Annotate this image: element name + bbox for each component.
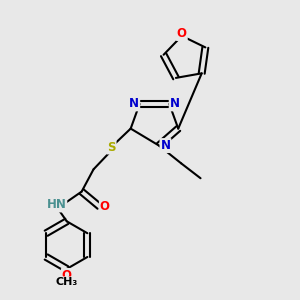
Text: N: N xyxy=(170,98,180,110)
Text: HN: HN xyxy=(46,199,66,212)
Text: O: O xyxy=(100,200,110,213)
Text: N: N xyxy=(160,139,170,152)
Text: S: S xyxy=(107,140,116,154)
Text: N: N xyxy=(129,98,139,110)
Text: O: O xyxy=(177,27,187,40)
Text: O: O xyxy=(62,269,72,282)
Text: CH₃: CH₃ xyxy=(56,277,78,287)
